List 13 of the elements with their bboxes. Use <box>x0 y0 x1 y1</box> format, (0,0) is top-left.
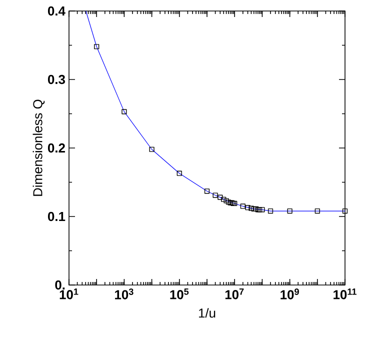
x-tick-label: 10$^{9}$ <box>280 288 299 300</box>
y-axis-title: Dimensionless Q <box>32 100 45 196</box>
x-tick-label: 10$^{5}$ <box>170 288 189 300</box>
x-tick-label: 10$^{3}$ <box>115 288 134 300</box>
y-tick-label: 0.3 <box>48 74 66 84</box>
x-axis-title: 1/u <box>198 308 216 318</box>
y-tick-label: 0.2 <box>48 143 65 153</box>
y-tick-label: 0.1 <box>48 212 66 222</box>
x-tick-label: 10$^{1}$ <box>60 288 78 300</box>
y-tick-label: 0.4 <box>48 6 66 16</box>
x-tick-label: 10$^{11}$ <box>334 288 356 300</box>
x-tick-label: 10$^{7}$ <box>225 288 244 300</box>
y-tick-label: 0. <box>55 280 65 290</box>
